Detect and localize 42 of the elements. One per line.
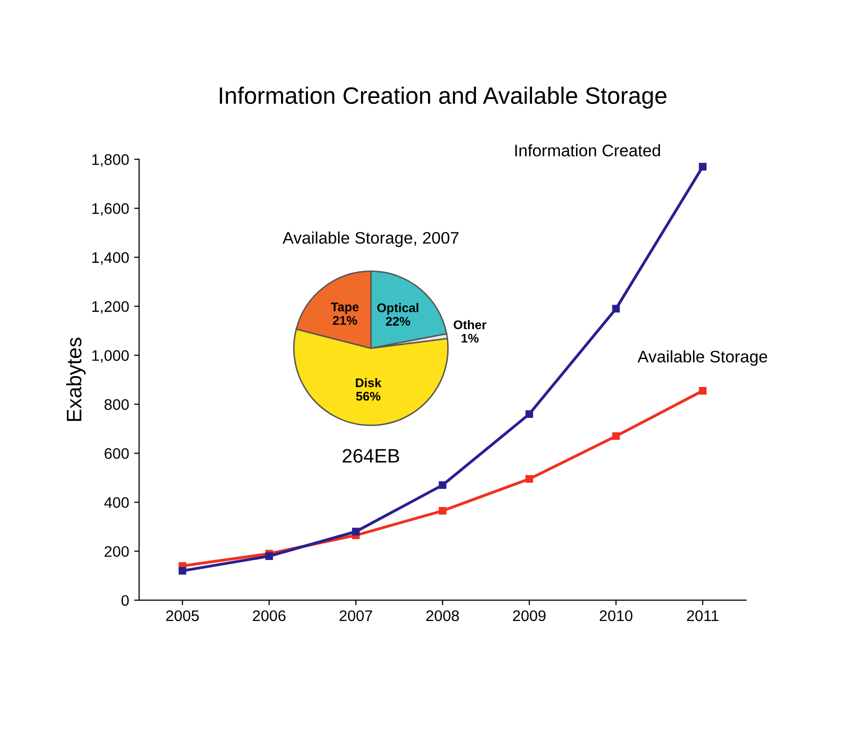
data-label: 21% — [332, 316, 358, 325]
series-label: Available Storage — [638, 350, 768, 366]
annotation: 264EB — [342, 448, 400, 463]
y-tick-label: 0 — [121, 595, 129, 606]
point — [698, 162, 707, 170]
x-tick-label: 2009 — [513, 610, 546, 622]
x-tick-label: 2006 — [252, 610, 286, 622]
y-tick-label: 1,800 — [92, 154, 129, 167]
y-tick-label: 800 — [104, 399, 129, 410]
slice-label: Other — [454, 320, 486, 330]
y-tick-label: 1,400 — [92, 252, 129, 265]
data-label: 22% — [386, 316, 410, 326]
text: Information Created — [515, 144, 660, 156]
slice-label: Optical — [377, 303, 418, 315]
y-tick-label: 1,200 — [92, 301, 129, 314]
point — [612, 304, 620, 313]
y-tick-label: 600 — [104, 448, 129, 459]
point — [178, 566, 186, 575]
y-tick-label: 200 — [104, 546, 129, 557]
point — [352, 528, 360, 536]
x-tick-label: 2011 — [687, 610, 718, 622]
point — [612, 432, 620, 440]
y-tick-label: 1,600 — [92, 203, 129, 216]
data-label: 1% — [462, 334, 479, 343]
x-tick-label: 2007 — [340, 610, 372, 622]
x-tick-label: 2005 — [166, 610, 199, 622]
slice-label: Disk — [356, 378, 382, 388]
point — [698, 386, 707, 395]
x-tick-label: 2010 — [600, 610, 632, 622]
y-tick-label: 1,000 — [92, 350, 129, 363]
point — [525, 475, 534, 483]
chart-title: Information Creation and Available Storage — [220, 86, 666, 109]
y-tick-label: 400 — [104, 497, 129, 508]
data-label: 56% — [356, 392, 380, 401]
point — [525, 410, 534, 418]
y-axis-title: Exabytes — [66, 338, 86, 421]
point — [265, 552, 273, 560]
x-tick-label: 2008 — [426, 610, 459, 622]
point — [438, 506, 446, 515]
slice-label: Tape — [330, 302, 359, 314]
point — [438, 481, 446, 489]
chart-title: Available Storage, 2007 — [282, 232, 458, 248]
